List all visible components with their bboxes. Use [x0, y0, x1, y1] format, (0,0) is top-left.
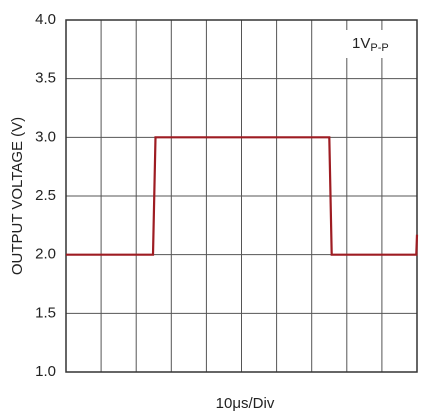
- annotation-sub: P-P: [370, 42, 388, 54]
- x-axis-label: 10μs/Div: [216, 395, 275, 412]
- annotation-box: [345, 30, 397, 58]
- y-tick-label: 3.0: [35, 128, 56, 145]
- y-tick-label: 2.0: [35, 246, 56, 263]
- signal-line: [66, 136, 419, 256]
- y-axis-label: OUTPUT VOLTAGE (V): [9, 117, 26, 275]
- plot-frame: [65, 19, 418, 373]
- annotation: 1VP-P: [352, 35, 389, 54]
- y-tick-label: 4.0: [35, 11, 56, 28]
- y-tick-label: 1.0: [35, 363, 56, 380]
- annotation-text: 1V: [352, 35, 370, 52]
- y-tick-label: 3.5: [35, 70, 56, 87]
- y-tick-label: 1.5: [35, 304, 56, 321]
- y-tick-label: 2.5: [35, 187, 56, 204]
